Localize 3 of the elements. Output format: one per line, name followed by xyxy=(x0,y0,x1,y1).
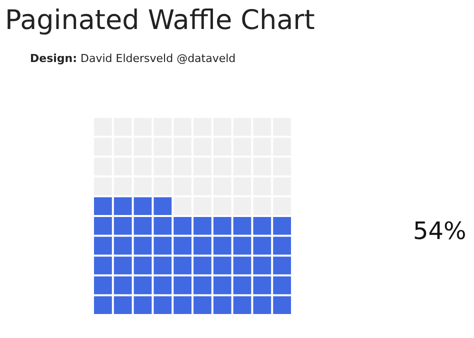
text: Paginated Waffle Chart xyxy=(5,5,315,36)
text: Design: David Eldersveld @dataveld xyxy=(30,52,236,65)
data-label: 54% xyxy=(413,217,466,245)
